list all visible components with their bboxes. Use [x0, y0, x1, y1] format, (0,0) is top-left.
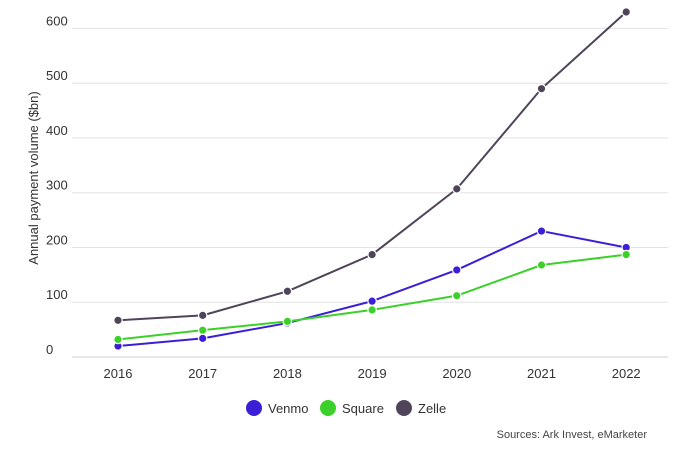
y-tick-label: 0: [46, 342, 53, 357]
data-point: [451, 290, 462, 301]
x-tick-label: 2019: [358, 366, 387, 381]
y-tick-label: 400: [46, 123, 68, 138]
legend-marker: [396, 400, 412, 416]
x-tick-label: 2016: [104, 366, 133, 381]
series-venmo: [113, 226, 631, 351]
y-tick-label: 600: [46, 13, 68, 28]
x-tick-label: 2022: [612, 366, 641, 381]
x-tick-label: 2017: [188, 366, 217, 381]
source-note: Sources: Ark Invest, eMarketer: [497, 429, 648, 441]
legend-item-square: Square: [320, 400, 384, 416]
data-point: [197, 325, 208, 335]
data-point: [451, 265, 462, 275]
data-point: [536, 260, 547, 270]
legend-marker: [246, 400, 262, 416]
data-point: [197, 310, 208, 321]
legend-label: Zelle: [418, 401, 446, 416]
legend: Venmo Square Zelle: [246, 400, 446, 416]
legend-item-zelle: Zelle: [396, 400, 446, 416]
gridlines: [72, 27, 668, 303]
y-axis-label: Annual payment volume ($bn): [26, 91, 41, 264]
data-point: [367, 296, 377, 306]
data-point: [282, 316, 293, 327]
data-point: [536, 83, 547, 94]
data-point: [113, 334, 123, 345]
legend-item-venmo: Venmo: [246, 400, 308, 416]
series-line: [117, 11, 627, 322]
y-axis-ticks: 0 100 200 300 400 500 600: [46, 13, 68, 357]
series-group: [113, 7, 631, 351]
y-tick-label: 500: [46, 68, 68, 83]
x-axis-ticks: 2016 2017 2018 2019 2020 2021 2022: [104, 366, 641, 381]
series-line: [117, 230, 627, 348]
legend-label: Venmo: [268, 401, 308, 416]
y-tick-label: 100: [46, 287, 68, 302]
data-point: [451, 184, 462, 194]
series-zelle: [113, 7, 631, 326]
data-point: [113, 315, 123, 326]
y-tick-label: 200: [46, 232, 68, 247]
data-point: [621, 249, 631, 260]
x-tick-label: 2020: [442, 366, 471, 381]
data-point: [282, 286, 293, 297]
x-tick-label: 2021: [527, 366, 556, 381]
x-tick-label: 2018: [273, 366, 302, 381]
series-square: [113, 249, 631, 345]
data-point: [197, 333, 208, 344]
data-point: [621, 7, 631, 17]
data-point: [367, 249, 377, 260]
data-point: [536, 226, 547, 236]
legend-marker: [320, 400, 336, 416]
legend-label: Square: [342, 401, 384, 416]
y-tick-label: 300: [46, 178, 68, 193]
data-point: [367, 305, 377, 315]
